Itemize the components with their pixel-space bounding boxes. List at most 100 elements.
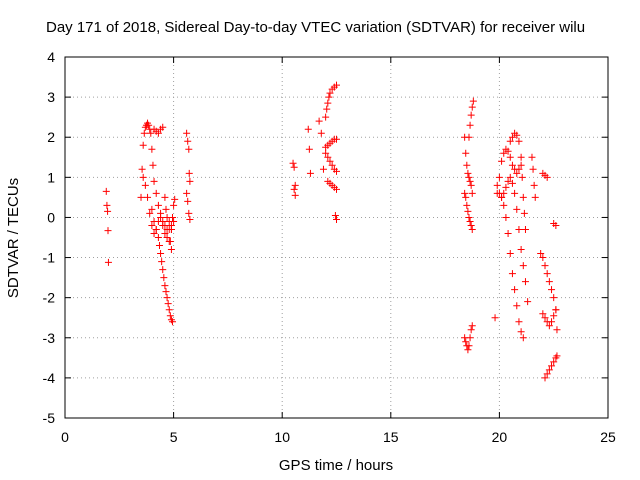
y-tick-label: 1 [47,169,55,185]
y-tick-label: -4 [43,370,56,386]
data-point [149,161,157,169]
data-point [150,177,158,185]
data-point [150,229,158,237]
data-point [515,225,523,233]
x-tick-label: 25 [600,429,616,445]
data-point [513,205,521,213]
grid [65,57,608,418]
data-point [513,302,521,310]
data-point [138,165,146,173]
data-point [464,169,472,177]
data-point [548,318,556,326]
data-point [513,169,521,177]
data-point [140,129,148,137]
data-point [552,306,560,314]
axis-ticks [64,56,609,419]
data-point [468,225,476,233]
data-point [150,217,158,225]
data-point [137,193,145,201]
data-point [519,334,527,342]
data-point [154,234,162,241]
data-point [462,193,470,201]
data-point [550,312,558,320]
data-point [545,278,553,286]
data-point [517,161,525,169]
data-point [465,173,473,181]
data-point [164,300,172,308]
data-point [185,145,193,153]
data-point [466,217,474,225]
y-tick-label: -3 [43,330,56,346]
data-point [154,201,162,209]
data-point [160,274,168,282]
y-tick-label: -5 [43,410,56,426]
data-point [148,145,156,153]
data-point [325,93,333,101]
data-point [157,250,165,258]
y-tick-labels: -5 -4 -3 -2 -1 0 1 2 3 4 [43,49,56,426]
data-point [291,191,299,199]
data-point [513,131,521,139]
data-point [491,314,499,322]
data-point [165,217,173,225]
data-point [147,129,155,137]
data-point [518,173,526,181]
data-point [167,246,175,254]
data-point [322,149,330,157]
data-point [506,153,514,161]
data-point [161,282,169,290]
data-point [466,121,474,129]
data-point [161,229,169,237]
data-point [333,81,340,89]
data-point [521,225,529,233]
data-point [467,326,475,334]
data-points [102,81,561,382]
data-point [469,97,477,105]
data-point [315,117,323,125]
data-point [324,153,332,161]
data-point [504,147,512,155]
data-point [159,123,167,131]
data-point [322,113,330,121]
data-point [167,225,175,233]
data-point [141,181,149,189]
data-point [289,159,297,167]
x-tick-label: 20 [492,429,508,445]
data-point [104,258,112,266]
data-point [184,137,192,145]
data-point [103,201,111,209]
data-point [463,201,471,209]
data-point [468,322,476,330]
x-tick-label: 10 [274,429,290,445]
data-point [465,133,473,141]
y-tick-label: -1 [43,250,56,266]
data-point [148,205,156,213]
data-point [519,193,527,201]
data-point [152,189,160,197]
data-point [543,270,551,278]
data-point [543,173,551,181]
data-point [467,181,475,189]
data-point [304,125,312,133]
data-point [331,211,339,219]
data-point [333,215,340,223]
data-point [186,177,194,185]
data-point [166,312,174,320]
data-point [154,129,162,137]
x-tick-labels: 0 5 10 15 20 25 [61,429,616,445]
data-point [324,99,332,107]
data-point [541,314,549,322]
data-point [515,137,523,145]
data-point [333,167,340,175]
data-point [158,258,166,266]
data-point [468,103,476,111]
data-point [530,181,538,189]
data-point [548,362,556,370]
data-point [463,161,471,169]
data-point [139,173,147,181]
data-point [319,165,327,173]
data-point [508,179,516,187]
data-point [161,193,169,201]
data-point [185,209,193,217]
data-point [498,157,506,165]
